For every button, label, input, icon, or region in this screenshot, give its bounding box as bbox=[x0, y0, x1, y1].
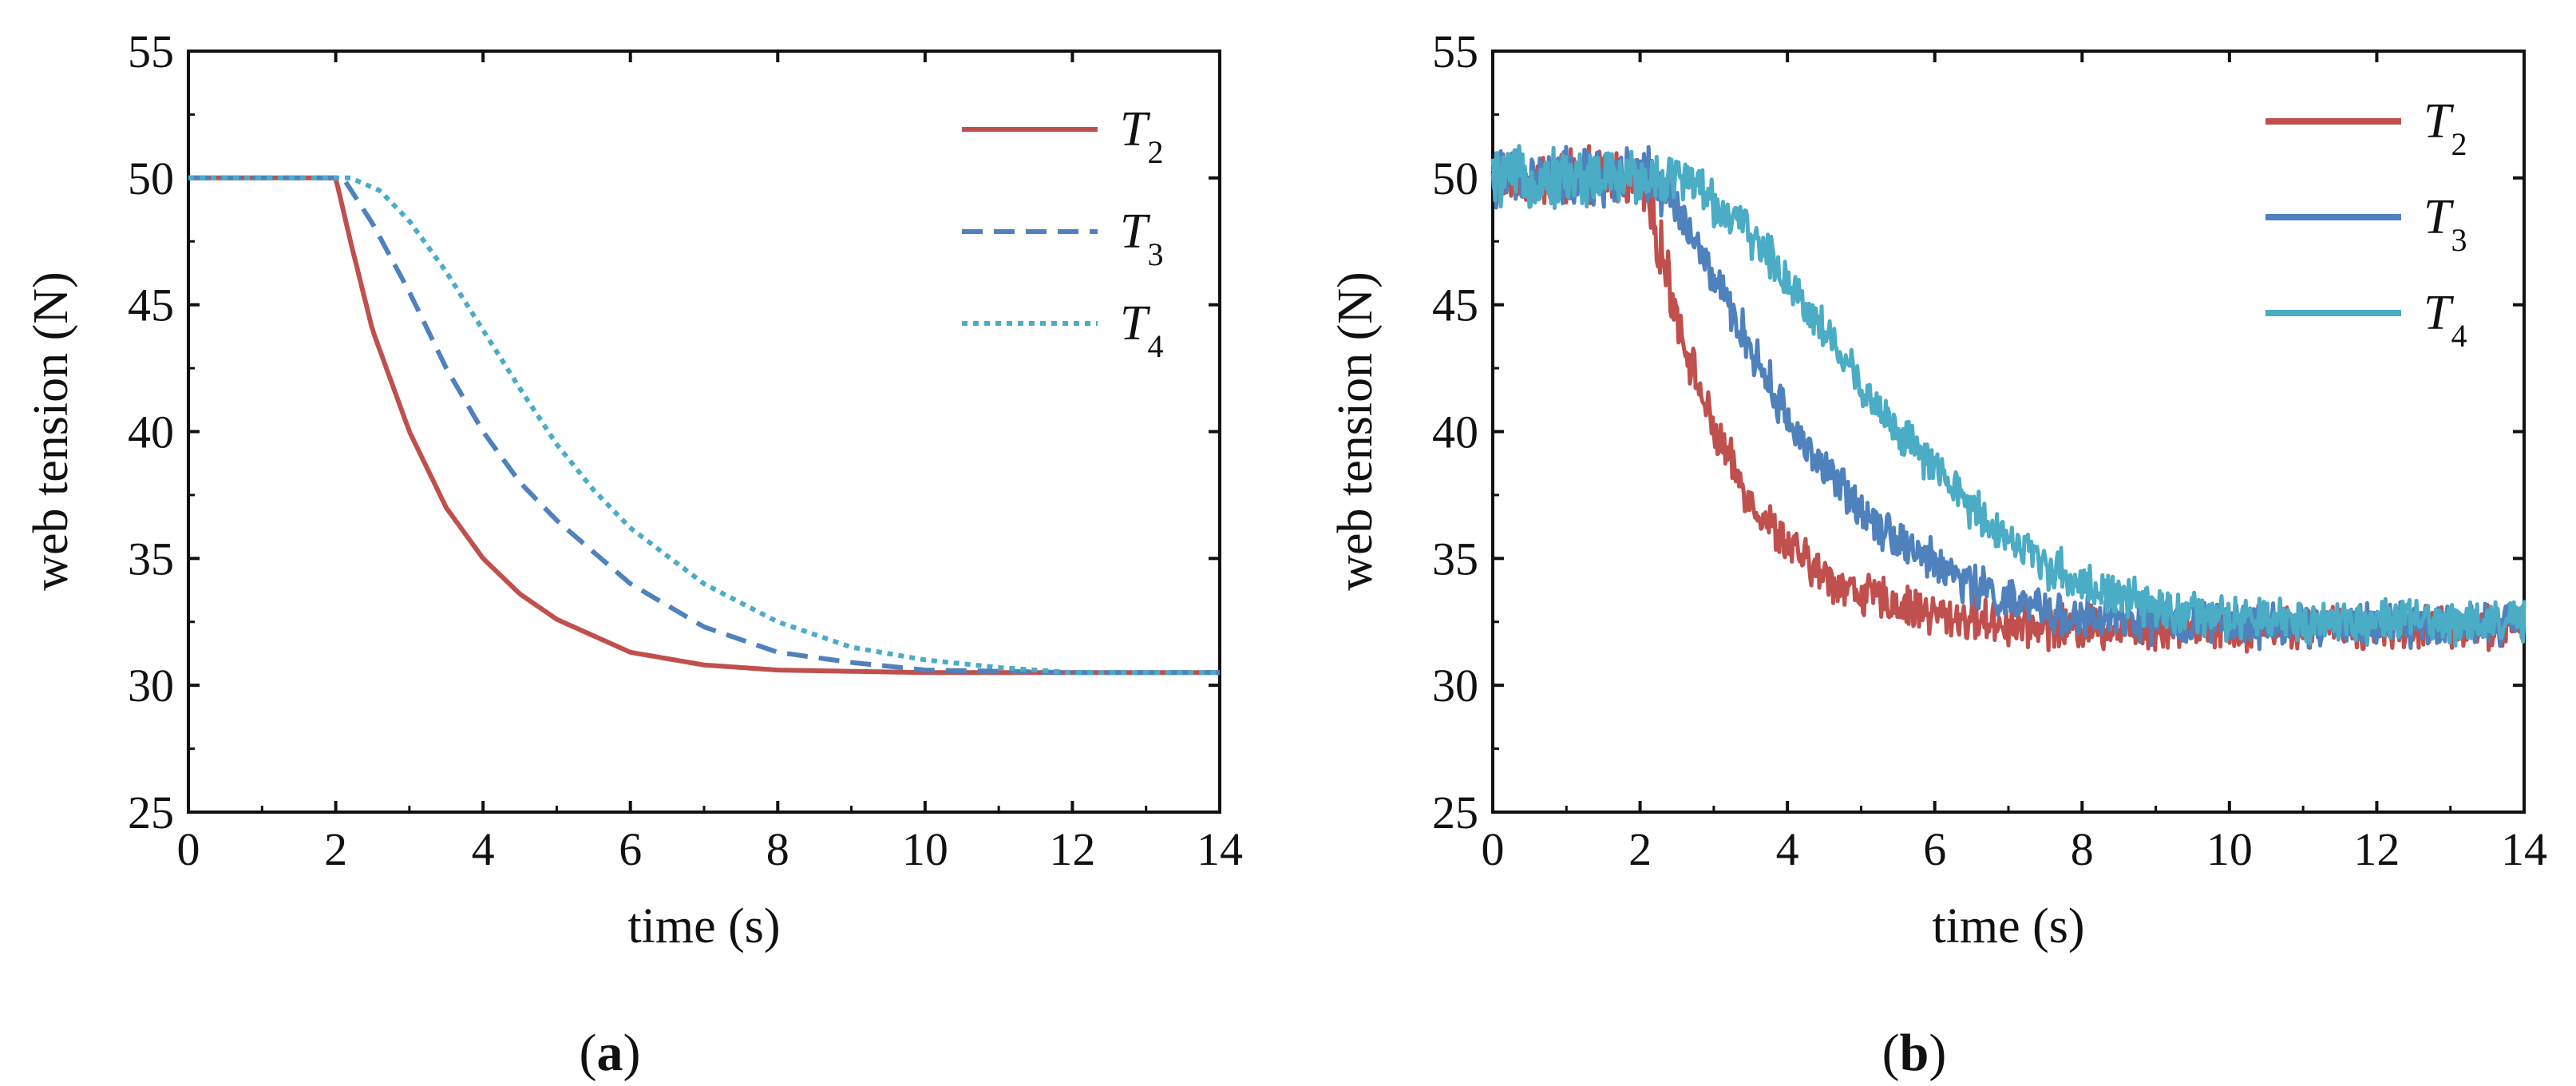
y-tick-label: 55 bbox=[128, 26, 174, 77]
y-tick-label: 45 bbox=[128, 279, 174, 331]
plot-frame-a bbox=[187, 50, 1221, 814]
y-tick-label: 50 bbox=[128, 153, 174, 204]
legend-label-T4: T4 bbox=[2424, 286, 2467, 354]
x-tick-label: 6 bbox=[1923, 823, 1946, 875]
x-tick-label: 2 bbox=[1628, 823, 1652, 875]
y-tick-label: 35 bbox=[1432, 533, 1478, 585]
x-tick-label: 12 bbox=[2353, 823, 2400, 875]
x-tick-label: 10 bbox=[902, 823, 948, 875]
legend-b: T2 T3 T4 bbox=[2265, 94, 2467, 354]
legend-label-T4: T4 bbox=[1120, 296, 1163, 364]
panel-caption-a: (a) bbox=[580, 1024, 641, 1082]
panel-b: 0 2 4 6 8 10 12 14 25 30 35 40 45 50 55 T2 T3 T4 time (s… bbox=[1328, 26, 2547, 1082]
y-tick-label: 25 bbox=[1432, 787, 1478, 838]
x-tick-label: 14 bbox=[1197, 823, 1243, 875]
ticks-b: 0 2 4 6 8 10 12 14 25 30 35 40 45 50 55 bbox=[1432, 26, 2547, 875]
ticks-a: 0 2 4 6 8 10 12 14 25 30 35 40 45 50 55 bbox=[128, 26, 1243, 875]
legend-a: T2 T3 T4 bbox=[962, 102, 1163, 364]
series-line-T2 bbox=[188, 175, 1220, 676]
panel-caption-b: (b) bbox=[1882, 1024, 1947, 1082]
y-tick-label: 50 bbox=[1432, 153, 1478, 204]
legend-label-T2: T2 bbox=[1120, 102, 1163, 170]
y-axis-title-a: web tension (N) bbox=[24, 272, 78, 590]
x-tick-label: 12 bbox=[1049, 823, 1095, 875]
series-line-T3 bbox=[1490, 145, 2527, 652]
x-tick-label: 10 bbox=[2206, 823, 2253, 875]
series-line-T3 bbox=[188, 175, 1220, 676]
x-tick-label: 14 bbox=[2501, 823, 2547, 875]
y-tick-label: 30 bbox=[1432, 660, 1478, 711]
x-tick-label: 4 bbox=[1776, 823, 1799, 875]
x-tick-label: 8 bbox=[2071, 823, 2094, 875]
x-tick-label: 6 bbox=[619, 823, 642, 875]
x-axis-title-a: time (s) bbox=[627, 899, 780, 953]
series-line-T4 bbox=[1490, 144, 2527, 648]
y-tick-label: 40 bbox=[128, 406, 174, 458]
x-tick-label: 2 bbox=[324, 823, 347, 875]
legend-label-T3: T3 bbox=[1120, 204, 1163, 272]
x-tick-label: 4 bbox=[472, 823, 495, 875]
legend-label-T2: T2 bbox=[2424, 94, 2467, 162]
x-axis-title-b: time (s) bbox=[1932, 899, 2084, 953]
y-tick-label: 35 bbox=[128, 533, 174, 585]
y-tick-label: 30 bbox=[128, 660, 174, 711]
series-a bbox=[188, 175, 1220, 676]
x-tick-label: 0 bbox=[1482, 823, 1505, 875]
y-tick-label: 45 bbox=[1432, 279, 1478, 331]
y-tick-label: 40 bbox=[1432, 406, 1478, 458]
y-axis-title-b: web tension (N) bbox=[1328, 272, 1383, 590]
legend-label-T3: T3 bbox=[2424, 190, 2467, 258]
series-b bbox=[1490, 144, 2527, 654]
series-line-T4 bbox=[188, 175, 1220, 676]
panel-a: 0 2 4 6 8 10 12 14 25 30 35 40 45 50 55 T2 T3 T4 time (s… bbox=[24, 26, 1243, 1082]
x-tick-label: 8 bbox=[766, 823, 789, 875]
series-line-T2 bbox=[1490, 144, 2527, 654]
y-tick-label: 55 bbox=[1432, 26, 1478, 77]
x-tick-label: 0 bbox=[177, 823, 200, 875]
y-tick-label: 25 bbox=[128, 787, 174, 838]
